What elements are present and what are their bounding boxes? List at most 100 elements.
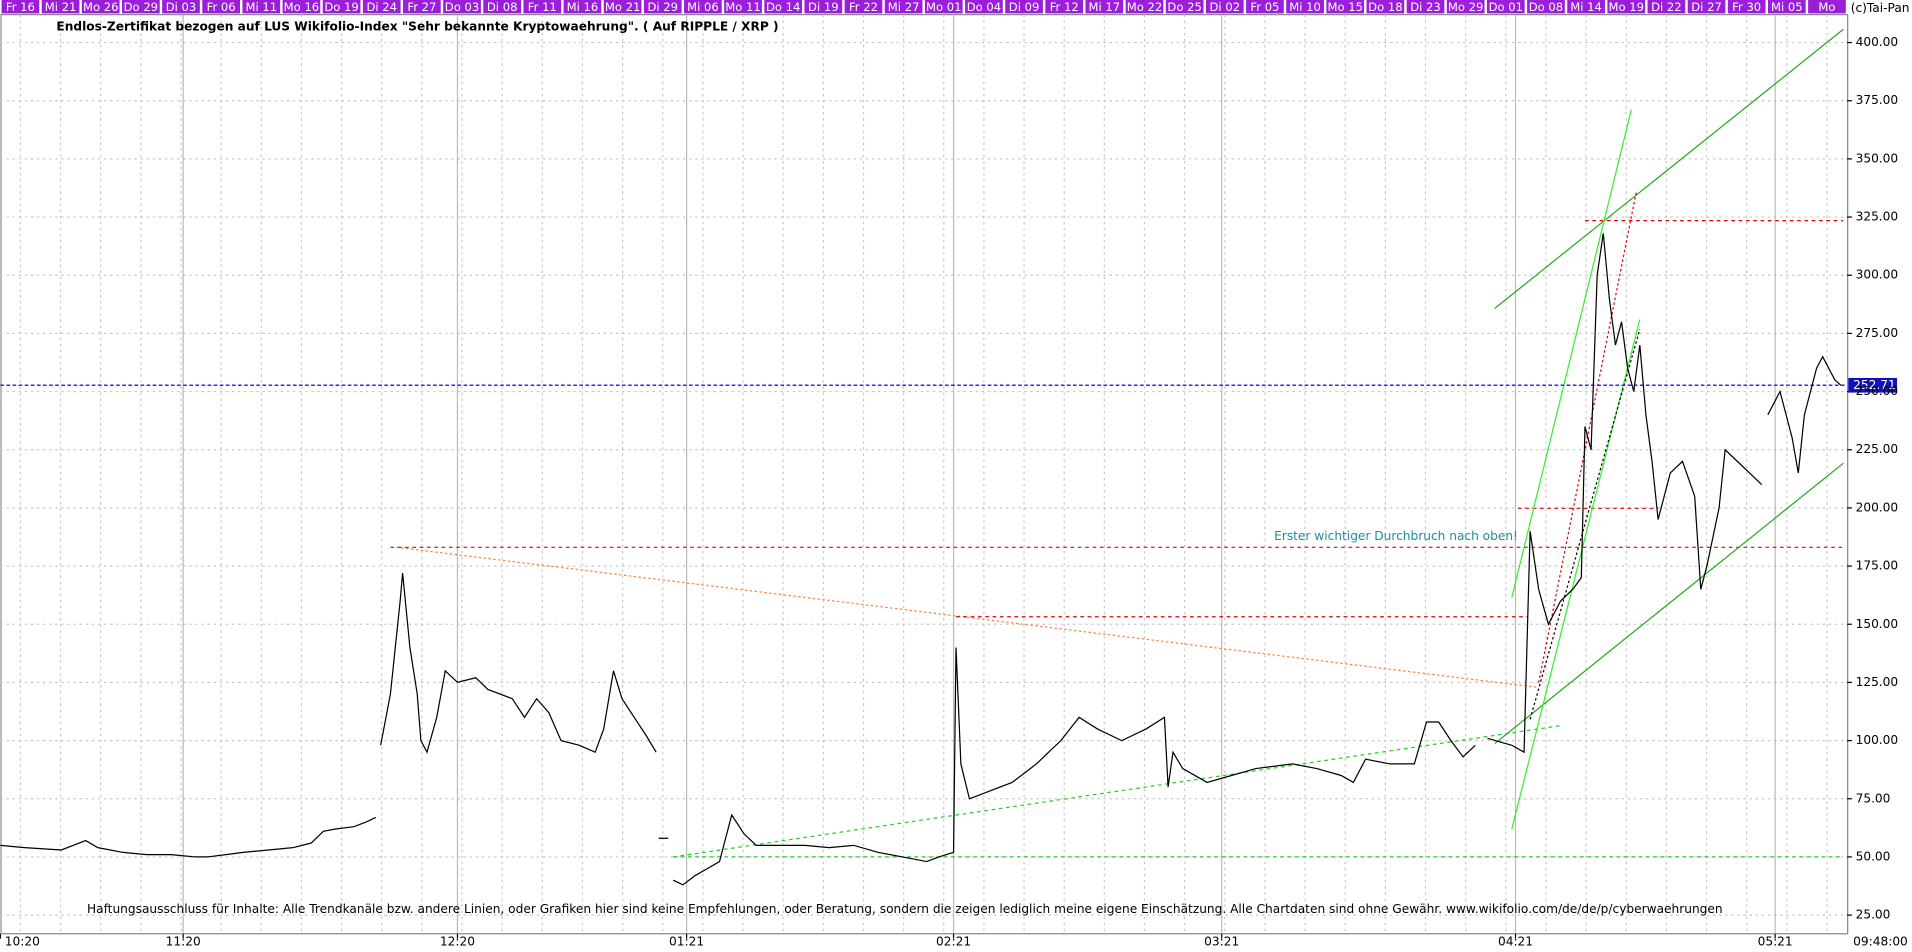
date-label: Mo 21 [605, 0, 640, 14]
date-label: Do 14 [766, 0, 800, 14]
trend-line [396, 546, 1539, 689]
date-box [121, 0, 160, 14]
y-tick-label: 225.00 [1856, 442, 1899, 456]
trend-line [1529, 328, 1641, 720]
date-label: Mi 11 [245, 0, 277, 14]
y-tick-label: 325.00 [1856, 210, 1899, 224]
date-box [1687, 0, 1726, 14]
date-box [282, 0, 321, 14]
date-box [1607, 0, 1646, 14]
date-box [804, 0, 843, 14]
date-box [1767, 0, 1806, 14]
y-tick-label: 300.00 [1856, 268, 1899, 282]
date-label: Di 29 [647, 0, 678, 14]
y-tick-label: 200.00 [1856, 500, 1899, 514]
date-label: Mo 11 [725, 0, 761, 14]
date-label: Mi 06 [687, 0, 719, 14]
y-tick-label: 100.00 [1856, 733, 1899, 747]
date-label: Do 19 [324, 0, 358, 14]
date-box [924, 0, 963, 14]
x-tick-label: 02:21 [936, 935, 971, 949]
date-label: Fr 22 [849, 0, 878, 14]
grid: Fr 16 Mi 21 Mo 26 Do 29 Di 03 Fr 06 Mi 11 Mo 16… [0, 0, 1852, 939]
date-box [603, 0, 642, 14]
last-value-label: 252.71 [1853, 378, 1896, 392]
date-box [884, 0, 923, 14]
date-box [523, 0, 562, 14]
date-label: Mi 27 [888, 0, 920, 14]
date-label: Mo 26 [83, 0, 119, 14]
date-label: Mo 15 [1327, 0, 1363, 14]
date-box [242, 0, 281, 14]
date-box [1125, 0, 1164, 14]
y-tick-label: 50.00 [1856, 849, 1891, 863]
date-label: Fr 12 [1050, 0, 1079, 14]
channel-line [1494, 462, 1844, 745]
date-label: Do 25 [1167, 0, 1201, 14]
date-label: Fr 30 [1732, 0, 1761, 14]
y-tick-label: 150.00 [1856, 617, 1899, 631]
date-box [403, 0, 441, 14]
date-label: Di 03 [166, 0, 197, 14]
date-box [1647, 0, 1686, 14]
date-box [1165, 0, 1204, 14]
date-label: Do 18 [1368, 0, 1402, 14]
date-label: Mo 01 [926, 0, 962, 14]
date-box [563, 0, 602, 14]
date-box [162, 0, 200, 14]
date-box [1527, 0, 1565, 14]
date-box [483, 0, 522, 14]
date-label: Di 23 [1410, 0, 1441, 14]
date-box [684, 0, 722, 14]
date-label: Fr 06 [207, 0, 236, 14]
annotation: Erster wichtiger Durchbruch nach oben! [1274, 529, 1518, 543]
date-label: Mi 10 [1289, 0, 1321, 14]
x-tick-label: 11:20 [166, 935, 201, 949]
date-box [41, 0, 80, 14]
date-box [1045, 0, 1084, 14]
date-box [1406, 0, 1445, 14]
x-tick-label: 05:21 [1758, 935, 1793, 949]
x-tick-label: 12:20 [440, 935, 475, 949]
trend-lines [390, 28, 1844, 858]
date-label: Do 04 [967, 0, 1001, 14]
date-label: Do 08 [1529, 0, 1563, 14]
date-label: Di 22 [1651, 0, 1682, 14]
date-box [1567, 0, 1605, 14]
date-label: Mo [1818, 0, 1835, 14]
support-line [673, 724, 1564, 858]
date-box [1246, 0, 1284, 14]
y-tick-label: 275.00 [1856, 326, 1899, 340]
date-label: Fr 27 [407, 0, 436, 14]
date-box [322, 0, 361, 14]
last-value-box [1848, 377, 1898, 393]
x-tick-label: 01:21 [669, 935, 704, 949]
date-label: Mi 21 [45, 0, 77, 14]
y-tick-label: 350.00 [1856, 151, 1899, 165]
y-tick-label: 125.00 [1856, 675, 1899, 689]
date-label: Mo 16 [284, 0, 319, 14]
date-box [362, 0, 401, 14]
date-label: Mi 14 [1570, 0, 1602, 14]
date-box [643, 0, 682, 14]
labels: Endlos-Zertifikat bezogen auf LUS Wikifo… [5, 1, 1910, 949]
date-label: Fr 11 [528, 0, 557, 14]
x-tick-label: 10:20 [5, 935, 40, 949]
date-box [1085, 0, 1124, 14]
channel-line [1494, 28, 1844, 309]
date-label: Mo 29 [1448, 0, 1484, 14]
date-box [1486, 0, 1525, 14]
date-box [1326, 0, 1365, 14]
date-label: Di 19 [808, 0, 839, 14]
date-box [1366, 0, 1405, 14]
date-box [1005, 0, 1043, 14]
date-label: Mo 19 [1609, 0, 1645, 14]
y-tick-label: 375.00 [1856, 93, 1899, 107]
date-label: Fr 16 [6, 0, 35, 14]
date-label: Di 09 [1009, 0, 1040, 14]
price: 252.71 [0, 233, 1898, 886]
copyright: (c)Tai-Pan [1851, 1, 1910, 15]
date-box [1727, 0, 1766, 14]
date-box [764, 0, 803, 14]
